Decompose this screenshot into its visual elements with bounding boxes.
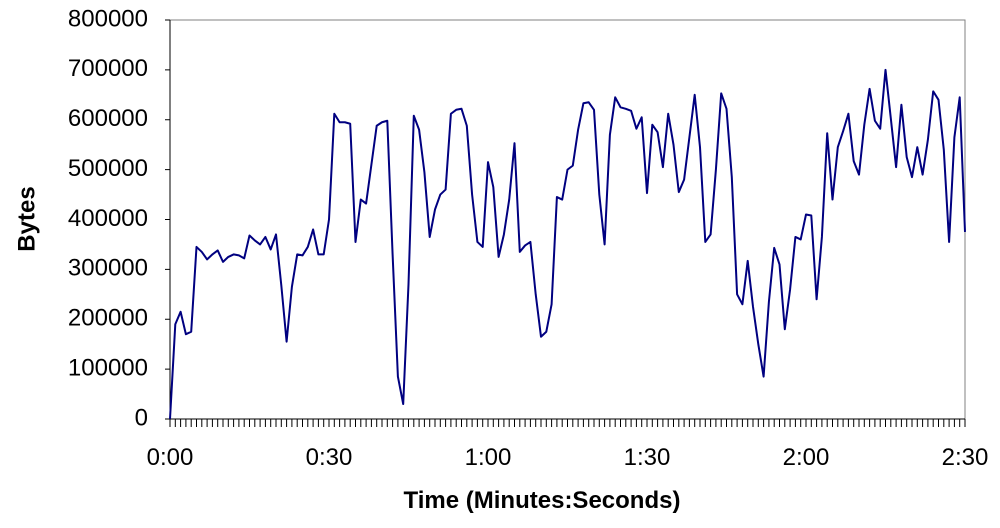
y-tick-label: 100000 [68,354,148,381]
x-tick-label: 1:30 [624,444,671,471]
y-axis: 0 100000 200000 300000 400000 500000 600000 700… [68,5,171,431]
y-tick-label: 600000 [68,105,148,132]
x-axis-title: Time (Minutes:Seconds) [404,487,681,514]
x-tick-label: 1:00 [465,444,512,471]
x-tick-label: 2:30 [942,444,989,471]
y-tick-label: 500000 [68,155,148,182]
x-axis: 0:00 0:30 1:00 1:30 2:00 2:30 [147,418,989,471]
y-tick-label: 400000 [68,205,148,232]
x-tick-label: 0:00 [147,444,194,471]
y-tick-label: 0 [135,404,148,431]
series-line [169,68,966,420]
x-tick-label: 2:00 [783,444,830,471]
plot-area [169,19,966,420]
y-tick-label: 800000 [68,5,148,32]
y-axis-title: Bytes [13,186,40,251]
y-tick-label: 200000 [68,305,148,332]
y-tick-label: 700000 [68,55,148,82]
x-tick-label: 0:30 [306,444,353,471]
y-tick-label: 300000 [68,255,148,282]
